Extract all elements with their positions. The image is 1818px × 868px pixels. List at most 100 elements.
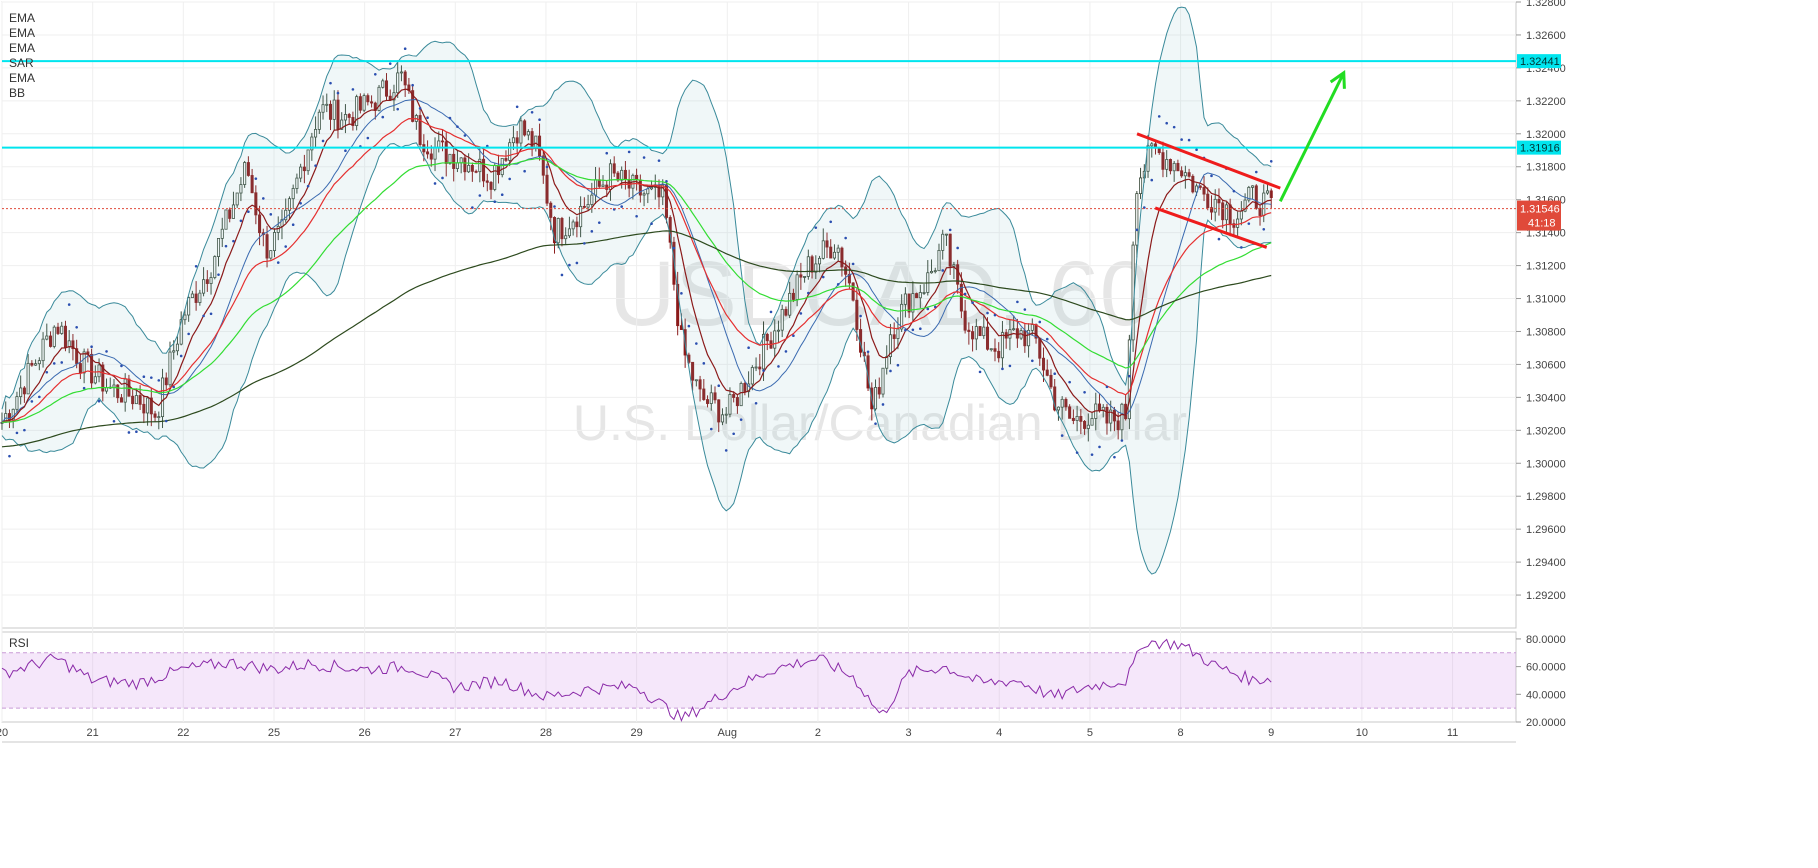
candle-body	[806, 256, 810, 277]
indicator-label: EMA	[9, 41, 35, 55]
bullish-arrow-shaft	[1278, 72, 1346, 202]
candle-body	[190, 293, 194, 299]
candle-body	[929, 270, 934, 274]
candle-body	[489, 181, 493, 190]
sar-dot	[993, 313, 997, 317]
sar-dot	[732, 432, 735, 436]
candle-body	[713, 392, 717, 401]
candle-body	[526, 131, 530, 136]
sar-dot	[844, 236, 847, 240]
price-tick-label: 1.30400	[1526, 392, 1566, 404]
candle-body	[888, 334, 892, 358]
candle-body	[220, 228, 224, 239]
sar-dot	[956, 246, 959, 250]
sar-dot	[1105, 385, 1109, 389]
channel-upper-trendline	[1136, 132, 1281, 190]
candle-body	[370, 101, 374, 104]
candle-body	[571, 221, 575, 230]
candle-body	[881, 367, 885, 395]
candle-body	[1000, 332, 1004, 359]
candle-body	[26, 362, 30, 395]
time-tick-label: 25	[268, 727, 280, 739]
sar-dot	[284, 245, 288, 248]
candle-body	[463, 157, 467, 173]
candle-body	[1243, 199, 1247, 212]
candle-body	[49, 335, 53, 347]
candle-body	[959, 283, 963, 312]
sar-dot	[874, 422, 877, 425]
candle-body	[1112, 409, 1116, 422]
sar-dot	[1150, 178, 1154, 182]
candle-body	[1236, 218, 1240, 228]
candle-body	[153, 413, 157, 418]
sar-dot	[1269, 160, 1273, 163]
candle-body	[754, 366, 758, 369]
candle-body	[101, 364, 105, 392]
rsi-pane: RSI	[1, 636, 1516, 722]
sar-dot	[321, 139, 325, 143]
candle-body	[840, 247, 844, 268]
sar-dot	[986, 311, 989, 315]
candle-body	[1012, 328, 1016, 331]
sar-dot	[1075, 451, 1079, 454]
candle-body	[314, 128, 318, 138]
sar-dot	[314, 164, 317, 167]
candle-body	[601, 184, 605, 187]
candle-body	[1172, 162, 1176, 172]
candle-body	[575, 221, 579, 228]
candle-body	[874, 387, 878, 410]
candle-body	[183, 314, 187, 321]
candle-body	[149, 397, 153, 415]
candle-body	[515, 137, 519, 144]
sar-dot	[441, 176, 444, 180]
time-tick-label: 21	[87, 727, 99, 739]
candle-body	[399, 71, 403, 74]
sar-dot	[680, 292, 683, 295]
candle-body	[1075, 415, 1079, 421]
sar-dot	[605, 151, 609, 155]
candle-body	[519, 120, 523, 144]
current-price-label: 1.31546	[1520, 204, 1560, 216]
sar-dot	[418, 107, 422, 110]
time-tick-label: 29	[630, 727, 642, 739]
sar-dot	[1068, 380, 1071, 384]
sar-dot	[38, 395, 41, 399]
sar-dot	[82, 386, 86, 390]
candle-body	[272, 232, 277, 251]
candle-body	[706, 399, 710, 404]
candle-body	[1053, 386, 1057, 411]
candle-body	[728, 394, 732, 415]
sar-dot	[187, 332, 190, 336]
sar-dot	[724, 449, 728, 452]
candle-body	[560, 218, 564, 240]
sar-dot	[1038, 320, 1042, 324]
candle-body	[41, 338, 45, 362]
candle-body	[1041, 357, 1046, 371]
candle-body	[343, 114, 347, 121]
candle-body	[287, 198, 291, 211]
candle-body	[1213, 198, 1217, 213]
bullish-arrow-head	[1329, 70, 1346, 89]
sar-dot	[1135, 228, 1139, 232]
candle-body	[821, 240, 825, 259]
candle-body	[911, 293, 915, 313]
time-tick-label: 8	[1178, 727, 1184, 739]
sar-dot	[15, 431, 19, 435]
sar-dot	[1053, 372, 1057, 376]
sar-dot	[971, 301, 974, 304]
candle-body	[22, 387, 26, 395]
candle-body	[157, 416, 161, 419]
candle-body	[291, 188, 295, 200]
candle-body	[366, 95, 370, 103]
candle-body	[500, 158, 504, 176]
sar-dot	[829, 220, 833, 224]
candle-body	[1071, 417, 1075, 421]
candle-body	[944, 233, 948, 236]
time-tick-label: 9	[1268, 727, 1274, 739]
sar-dot	[150, 376, 153, 379]
sar-dot	[262, 197, 265, 200]
indicator-label: EMA	[9, 11, 35, 25]
sar-dot	[709, 427, 713, 431]
sar-dot	[1001, 367, 1004, 371]
